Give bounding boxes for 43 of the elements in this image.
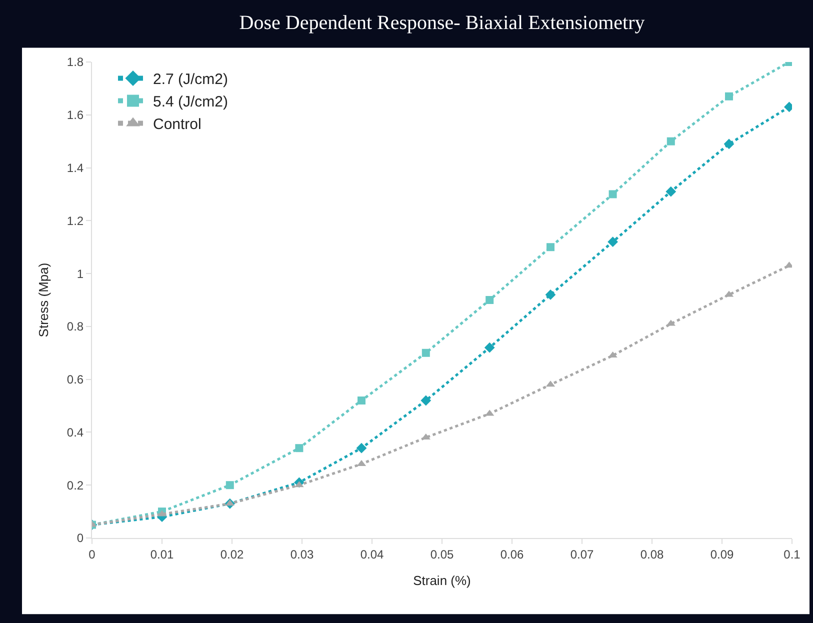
legend-label: Control: [153, 116, 202, 134]
x-tick-label: 0.01: [150, 547, 174, 562]
y-axis-title: Stress (Mpa): [36, 262, 51, 338]
point: [422, 348, 430, 357]
point: [295, 444, 304, 452]
x-tick-label: 0.02: [220, 547, 244, 562]
x-tick-label: 0.05: [430, 547, 454, 562]
x-tick-label: 0.07: [570, 547, 594, 562]
point: [356, 442, 367, 454]
point: [484, 342, 495, 353]
x-axis-title: Strain (%): [413, 573, 471, 588]
point: [358, 396, 366, 404]
point: [486, 296, 494, 304]
x-tick-label: 0.06: [500, 547, 524, 562]
y-tick-label: 0.2: [66, 478, 84, 492]
y-tick-label: 1: [76, 266, 84, 281]
point: [545, 290, 556, 300]
point: [666, 186, 676, 197]
y-tick-label: 0.6: [66, 372, 84, 387]
y-tick-label: 1.6: [66, 108, 84, 122]
x-tick-label: 0.09: [710, 547, 734, 562]
point: [608, 190, 617, 198]
point: [724, 138, 734, 150]
y-tick-label: 1.2: [66, 214, 84, 228]
point: [725, 92, 733, 100]
chart-title: Dose Dependent Response- Biaxial Extensiometry: [239, 12, 645, 34]
legend-label: 2.7 (J/cm2): [153, 71, 228, 88]
y-tick-label: 0: [76, 531, 84, 546]
point: [546, 243, 554, 252]
point: [666, 137, 675, 146]
point: [226, 481, 234, 490]
y-tick-label: 1.8: [66, 55, 84, 70]
x-tick-label: 0: [88, 547, 96, 562]
y-tick-label: 1.4: [66, 160, 84, 175]
x-tick-label: 0.03: [290, 547, 314, 562]
x-tick-label: 0.08: [640, 547, 664, 562]
x-tick-label: 0.1: [784, 547, 801, 562]
y-tick-label: 0.8: [66, 320, 84, 334]
y-tick-label: 0.4: [66, 425, 84, 440]
point: [608, 236, 618, 248]
point: [420, 395, 432, 406]
legend-label: 5.4 (J/cm2): [153, 94, 228, 111]
x-tick-label: 0.04: [360, 547, 384, 562]
